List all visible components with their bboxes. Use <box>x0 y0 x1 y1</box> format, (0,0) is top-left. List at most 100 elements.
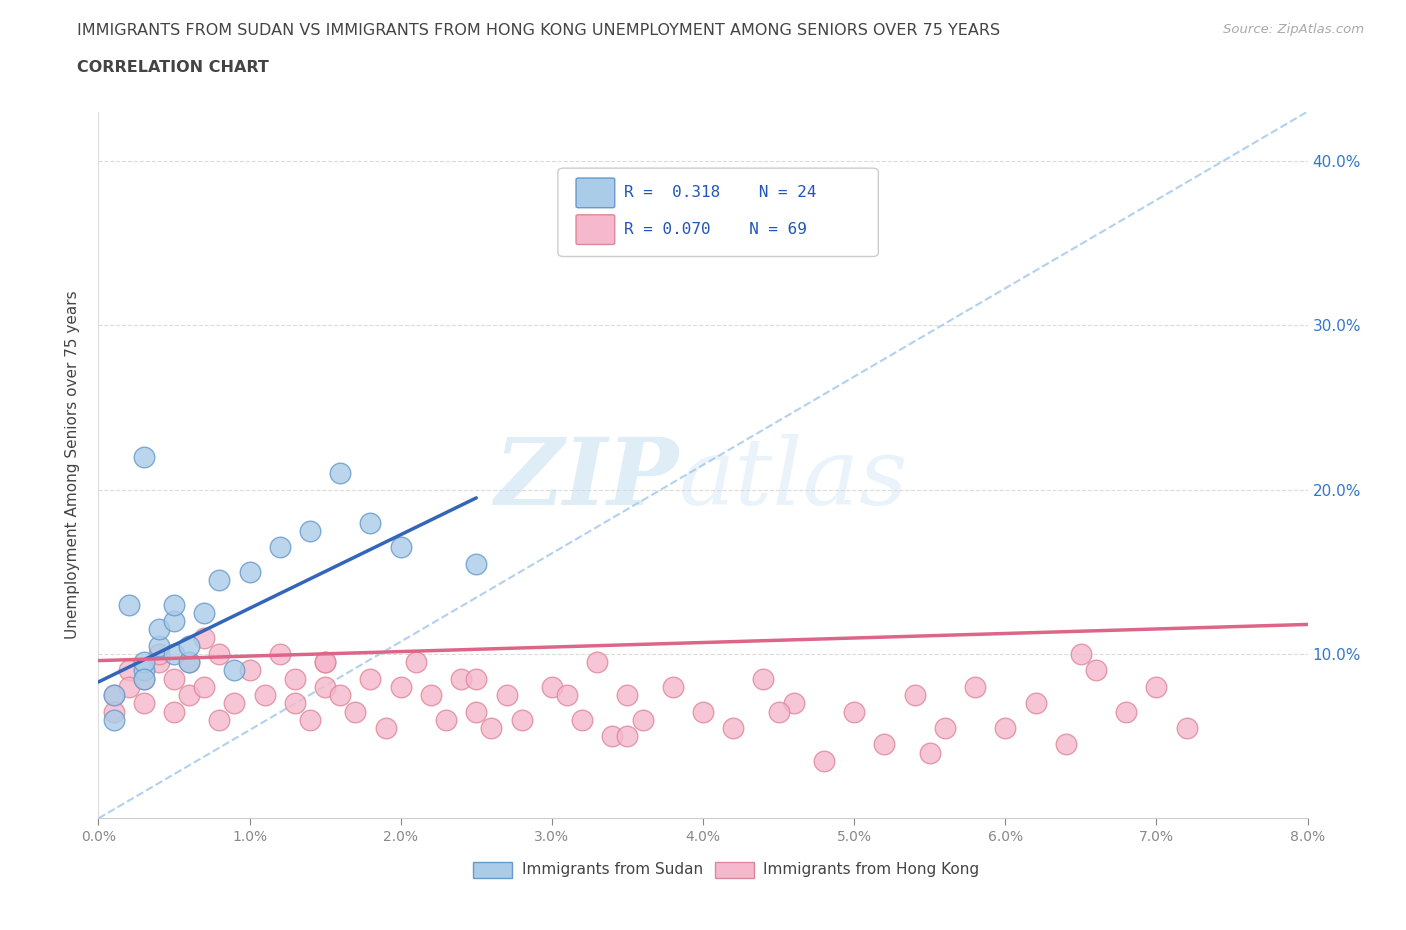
Point <box>1054 737 1077 751</box>
Point <box>555 687 578 702</box>
Point <box>329 466 352 481</box>
Point <box>132 671 155 686</box>
Point <box>360 671 382 686</box>
Point <box>904 687 927 702</box>
Point <box>420 687 443 702</box>
Point <box>571 712 593 727</box>
Text: Immigrants from Hong Kong: Immigrants from Hong Kong <box>763 862 980 877</box>
Point <box>465 556 488 571</box>
Point <box>163 704 186 719</box>
Point <box>495 687 517 702</box>
Point <box>510 712 533 727</box>
Point <box>344 704 367 719</box>
Point <box>118 663 141 678</box>
Point <box>284 671 307 686</box>
Point <box>450 671 472 686</box>
FancyBboxPatch shape <box>576 178 614 207</box>
Point <box>631 712 654 727</box>
Point <box>389 680 412 695</box>
Point <box>616 729 638 744</box>
Point <box>1085 663 1108 678</box>
Point <box>465 671 488 686</box>
Point <box>1115 704 1137 719</box>
Point <box>1070 646 1092 661</box>
Point <box>723 721 745 736</box>
Point <box>132 696 155 711</box>
Point <box>405 655 427 670</box>
Point <box>965 680 987 695</box>
Point <box>360 515 382 530</box>
Point <box>540 680 562 695</box>
Text: Immigrants from Sudan: Immigrants from Sudan <box>522 862 703 877</box>
Point <box>783 696 806 711</box>
Point <box>465 704 488 719</box>
Point <box>148 646 170 661</box>
Point <box>148 638 170 653</box>
Text: atlas: atlas <box>679 434 908 525</box>
Point <box>148 622 170 637</box>
Point <box>873 737 896 751</box>
Text: IMMIGRANTS FROM SUDAN VS IMMIGRANTS FROM HONG KONG UNEMPLOYMENT AMONG SENIORS OV: IMMIGRANTS FROM SUDAN VS IMMIGRANTS FROM… <box>77 23 1001 38</box>
Point <box>813 753 835 768</box>
Point <box>269 646 291 661</box>
Point <box>103 687 125 702</box>
Point <box>918 745 941 760</box>
Point <box>132 663 155 678</box>
Point <box>1175 721 1198 736</box>
Point <box>163 671 186 686</box>
Point <box>193 605 215 620</box>
Point <box>132 655 155 670</box>
Point <box>692 704 714 719</box>
Point <box>163 646 186 661</box>
Text: CORRELATION CHART: CORRELATION CHART <box>77 60 269 75</box>
Point <box>602 729 624 744</box>
Point <box>1025 696 1047 711</box>
Point <box>239 663 262 678</box>
Bar <box>474 862 512 878</box>
Text: ZIP: ZIP <box>495 434 679 525</box>
Point <box>299 524 322 538</box>
Point <box>586 655 609 670</box>
Text: Source: ZipAtlas.com: Source: ZipAtlas.com <box>1223 23 1364 36</box>
Point <box>103 704 125 719</box>
Point <box>148 655 170 670</box>
Y-axis label: Unemployment Among Seniors over 75 years: Unemployment Among Seniors over 75 years <box>65 291 80 639</box>
Point <box>179 638 201 653</box>
Text: R = 0.070    N = 69: R = 0.070 N = 69 <box>624 222 807 237</box>
Point <box>934 721 956 736</box>
Point <box>616 687 638 702</box>
Point <box>208 712 231 727</box>
Point <box>314 655 336 670</box>
Point <box>224 696 246 711</box>
Point <box>239 565 262 579</box>
Point <box>434 712 457 727</box>
Point <box>208 573 231 588</box>
Point <box>844 704 866 719</box>
Point <box>314 680 336 695</box>
Point <box>224 663 246 678</box>
Point <box>179 655 201 670</box>
Point <box>314 655 336 670</box>
Text: R =  0.318    N = 24: R = 0.318 N = 24 <box>624 185 817 200</box>
FancyBboxPatch shape <box>576 215 614 245</box>
Point <box>103 712 125 727</box>
Point <box>284 696 307 711</box>
FancyBboxPatch shape <box>558 168 879 257</box>
Point <box>193 631 215 645</box>
Point <box>661 680 683 695</box>
Point <box>179 655 201 670</box>
Point <box>329 687 352 702</box>
Point <box>118 597 141 612</box>
Point <box>103 687 125 702</box>
Point <box>269 539 291 554</box>
Point <box>132 671 155 686</box>
Point <box>1146 680 1168 695</box>
Point <box>163 614 186 629</box>
Point <box>994 721 1017 736</box>
Bar <box>716 862 754 878</box>
Point <box>299 712 322 727</box>
Point <box>374 721 396 736</box>
Point <box>389 539 412 554</box>
Point <box>179 687 201 702</box>
Point <box>118 680 141 695</box>
